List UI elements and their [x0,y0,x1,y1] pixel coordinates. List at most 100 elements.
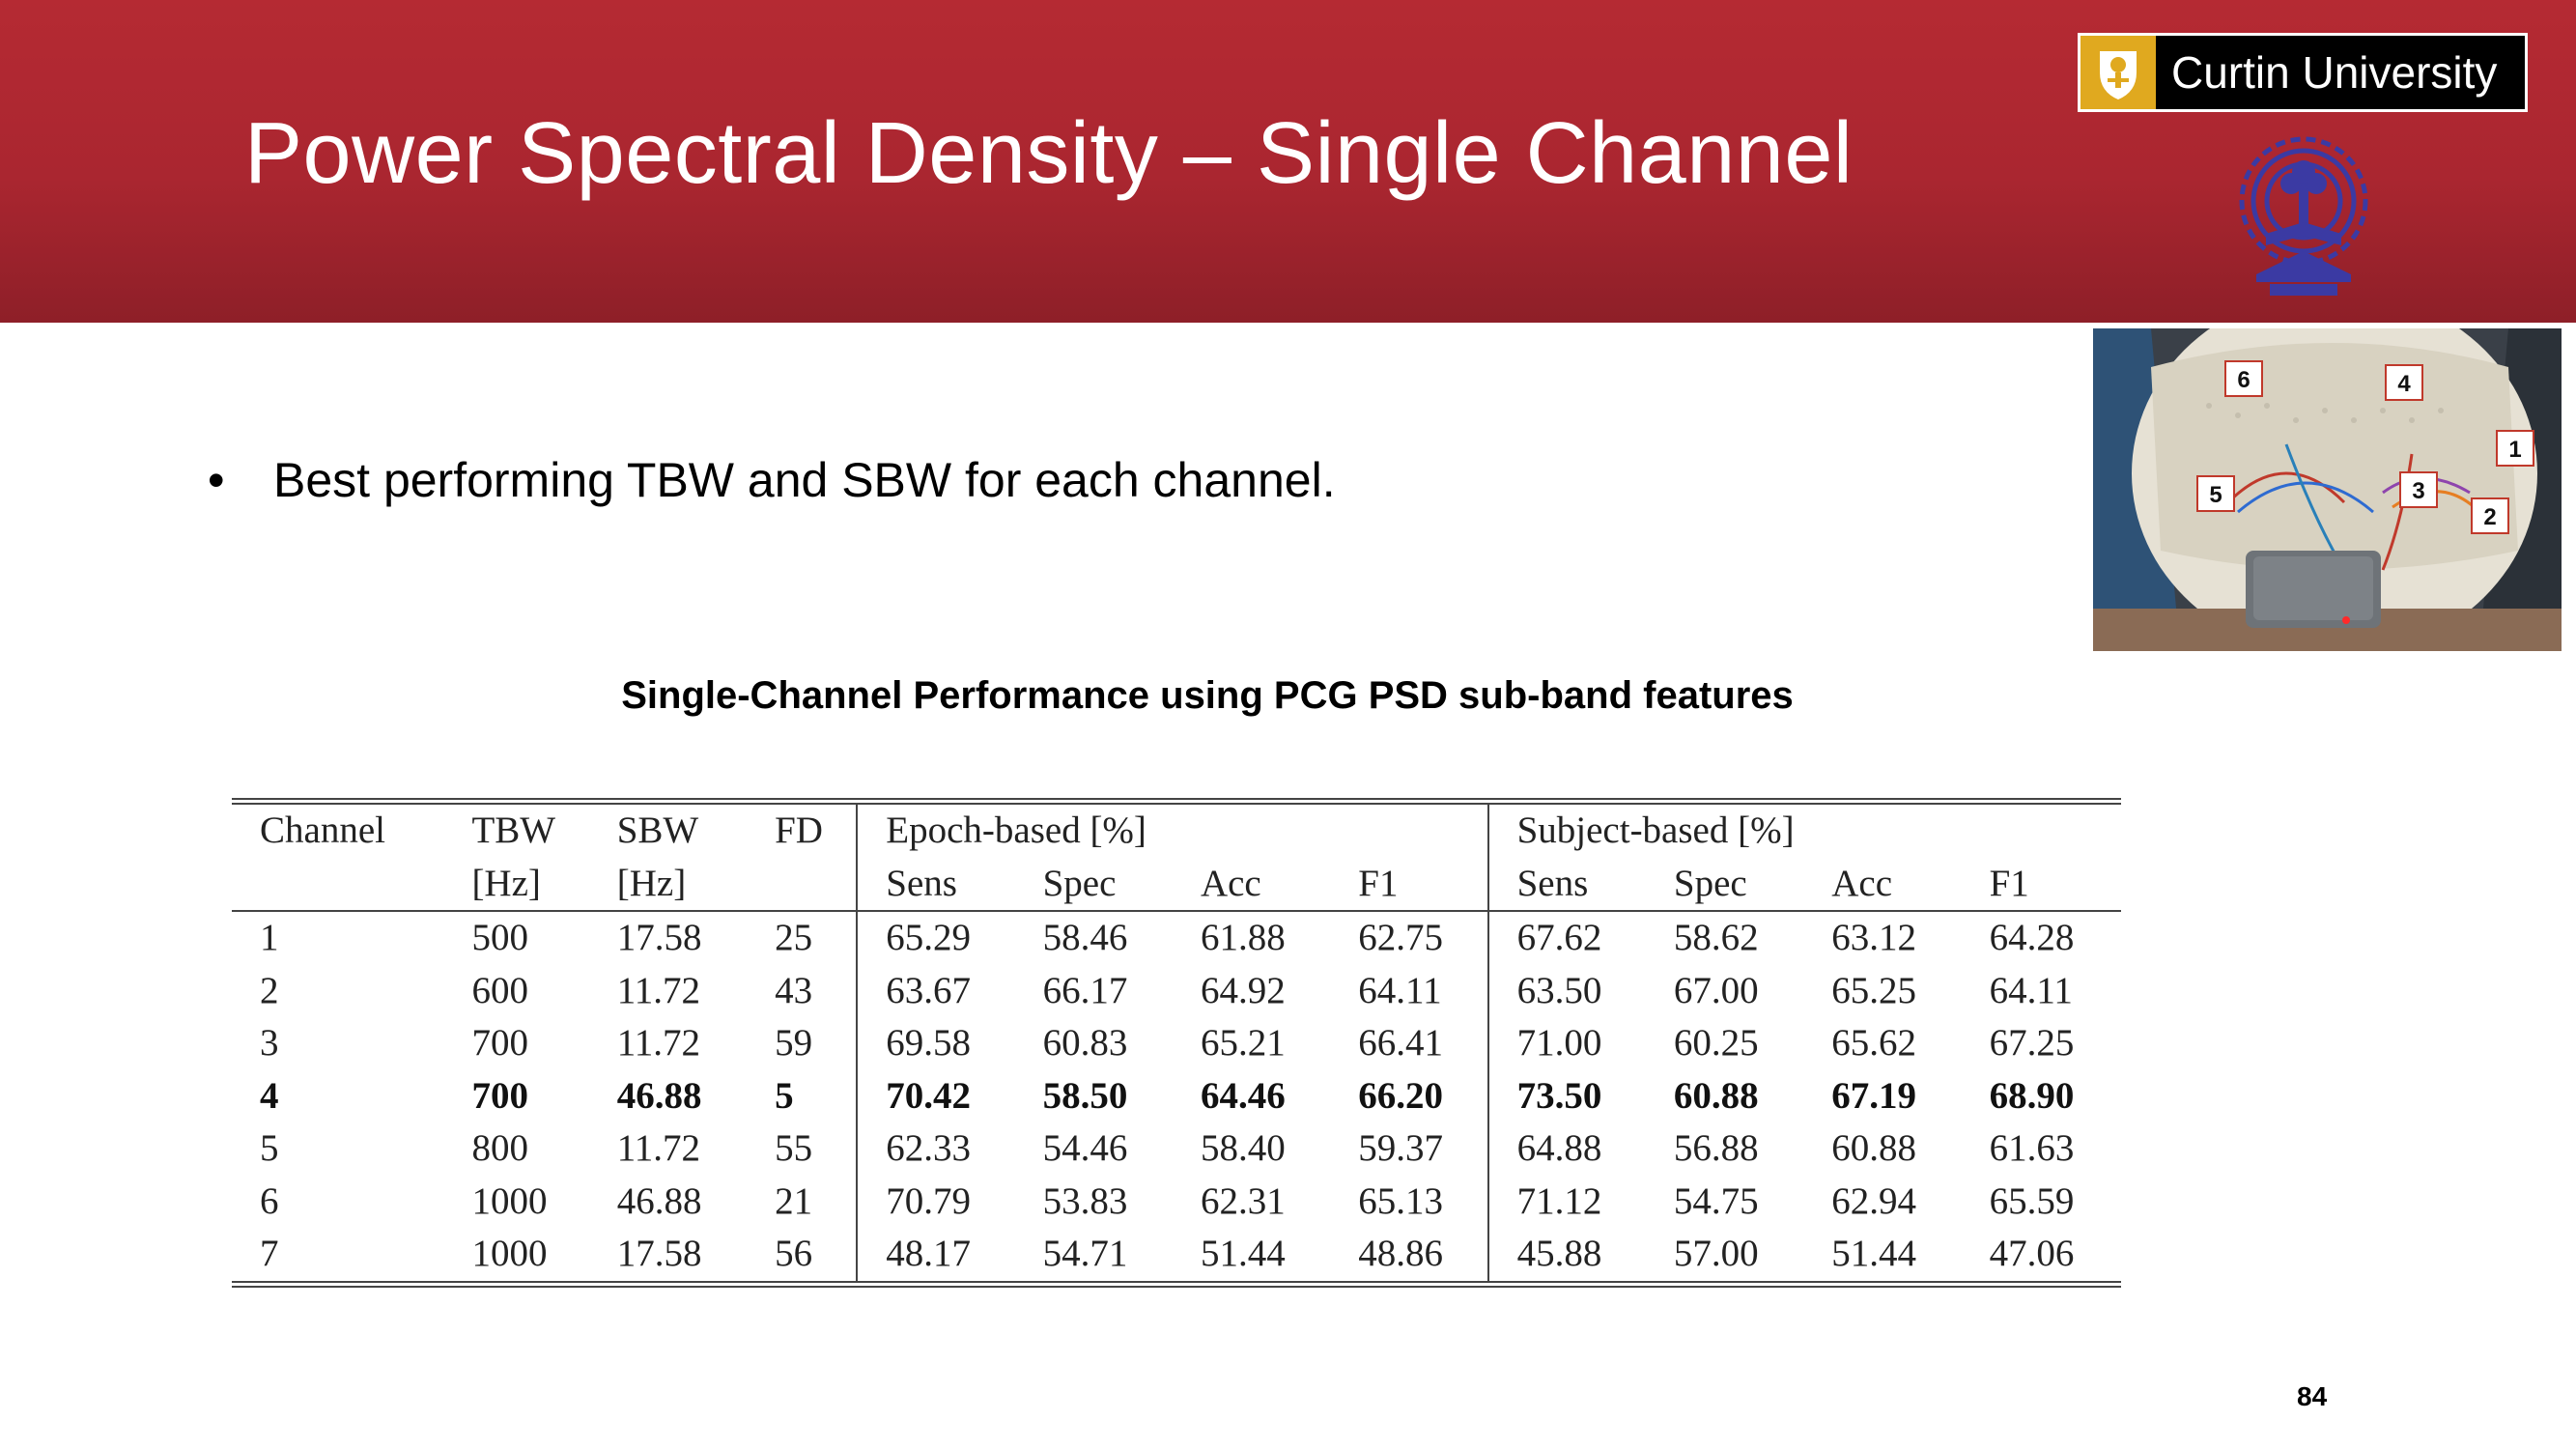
cell-epoch-acc: 65.21 [1200,1022,1286,1064]
cell-epoch-f1: 48.86 [1358,1233,1444,1274]
cell-fd: 55 [775,1127,813,1169]
cell-channel: 7 [260,1233,279,1274]
cell-subject-sens: 71.00 [1486,1017,1646,1070]
cell-subject-spec: 67.00 [1673,969,1759,1011]
cell-sbw: 46.88 [616,1074,702,1117]
cell-epoch-spec: 60.83 [1042,1022,1128,1064]
header-fd: FD [775,810,823,851]
cell-epoch-acc: 64.92 [1200,969,1286,1011]
sensor-label-3: 3 [2412,478,2424,504]
cell-epoch-spec: 58.46 [1042,917,1128,958]
bullet-dot-icon: • [208,453,225,507]
table-row: 4 700 46.88 5 70.42 58.50 64.46 66.20 73.50 60.88… [232,1069,2121,1122]
cell-subject-f1: 61.63 [1989,1127,2075,1169]
cell-tbw: 600 [471,969,528,1011]
cell-subject-sens: 67.62 [1486,911,1646,965]
header-blank [232,857,444,912]
cell-subject-f1: 65.59 [1989,1179,2075,1222]
cell-channel: 4 [260,1074,279,1117]
cell-epoch-acc: 51.44 [1200,1233,1286,1274]
curtin-crest-icon [2081,36,2156,109]
cell-subject-acc: 63.12 [1831,917,1916,958]
cell-subject-acc: 67.19 [1831,1074,1916,1117]
header-subject-acc: Acc [1803,857,1962,912]
cell-epoch-acc: 58.40 [1200,1127,1286,1169]
cell-subject-sens: 73.50 [1486,1069,1646,1122]
table-row: 1 500 17.58 25 65.29 58.46 61.88 62.75 67.62 58.6… [232,911,2121,965]
table-row: 2 600 11.72 43 63.67 66.17 64.92 64.11 63.50 67.0… [232,964,2121,1017]
slide-title: Power Spectral Density – Single Channel [244,105,1854,202]
table-header-row-2: [Hz] [Hz] Sens Spec Acc F1 Sens Spec Acc… [232,857,2121,912]
header-epoch-spec: Spec [1014,857,1173,912]
cell-subject-f1: 47.06 [1989,1233,2075,1274]
cell-sbw: 17.58 [616,917,702,958]
cell-sbw: 11.72 [616,1022,701,1064]
cell-subject-f1: 64.11 [1989,969,2073,1011]
cell-subject-spec: 54.75 [1673,1179,1759,1222]
cell-epoch-sens: 69.58 [856,1017,1015,1070]
header-epoch-acc: Acc [1172,857,1331,912]
bullet-point: • Best performing TBW and SBW for each ch… [208,452,1336,508]
header-subject-f1: F1 [1961,857,2121,912]
cell-epoch-spec: 58.50 [1042,1074,1128,1117]
cell-fd: 5 [775,1074,794,1117]
cell-fd: 56 [775,1233,813,1274]
cell-fd: 59 [775,1022,813,1064]
cell-channel: 2 [260,969,279,1011]
cell-fd: 25 [775,917,813,958]
cell-epoch-acc: 64.46 [1200,1074,1286,1117]
header-epoch-sens: Sens [856,857,1015,912]
cell-subject-spec: 60.88 [1673,1074,1759,1117]
header-epoch-based: Epoch-based [%] [856,801,1488,858]
cell-subject-spec: 56.88 [1673,1127,1759,1169]
title-banner: Power Spectral Density – Single Channel … [0,0,2576,323]
header-epoch-f1: F1 [1330,857,1488,912]
cell-fd: 43 [775,969,813,1011]
cell-channel: 6 [260,1179,279,1222]
cell-sbw: 46.88 [616,1179,702,1222]
table-row: 3 700 11.72 59 69.58 60.83 65.21 66.41 71.00 60.2… [232,1017,2121,1070]
cell-subject-spec: 57.00 [1673,1233,1759,1274]
sensor-placement-photo: 6 4 1 5 3 2 [2093,328,2562,651]
cell-epoch-spec: 53.83 [1042,1179,1128,1222]
header-subject-spec: Spec [1645,857,1804,912]
table-caption: Single-Channel Performance using PCG PSD… [621,674,1794,717]
cell-tbw: 700 [471,1022,528,1064]
cell-epoch-f1: 59.37 [1358,1127,1444,1169]
cell-epoch-sens: 48.17 [856,1228,1015,1284]
header-tbw: TBW [471,810,556,851]
curtin-university-logo: Curtin University [2078,33,2528,112]
bullet-text: Best performing TBW and SBW for each cha… [273,453,1336,507]
cell-epoch-sens: 63.67 [856,964,1015,1017]
header-sbw-unit: [Hz] [588,857,748,912]
sensor-label-5: 5 [2209,482,2222,508]
table-row: 7 1000 17.58 56 48.17 54.71 51.44 48.86 45.88 57.… [232,1228,2121,1284]
cell-epoch-f1: 64.11 [1358,969,1442,1011]
performance-table: Channel TBW SBW FD Epoch-based [%] Subje… [232,798,2121,1288]
header-subject-sens: Sens [1486,857,1646,912]
page-number: 84 [2297,1381,2328,1411]
cell-epoch-f1: 66.41 [1358,1022,1444,1064]
cell-subject-f1: 68.90 [1989,1074,2075,1117]
cell-sbw: 11.72 [616,969,701,1011]
cell-epoch-sens: 65.29 [856,911,1015,965]
sensor-label-6: 6 [2237,367,2250,393]
table-row: 6 1000 46.88 21 70.79 53.83 62.31 65.13 71.12 54.… [232,1175,2121,1228]
cell-subject-spec: 58.62 [1673,917,1759,958]
table-body: 1 500 17.58 25 65.29 58.46 61.88 62.75 67.62 58.6… [232,911,2121,1284]
cell-epoch-f1: 66.20 [1358,1074,1444,1117]
cell-channel: 5 [260,1127,279,1169]
cell-subject-acc: 62.94 [1831,1179,1916,1222]
table-row: 5 800 11.72 55 62.33 54.46 58.40 59.37 64.88 56.8… [232,1122,2121,1176]
header-tbw-unit: [Hz] [443,857,589,912]
sensor-label-4: 4 [2397,371,2411,397]
cell-sbw: 17.58 [616,1233,702,1274]
cell-epoch-spec: 54.46 [1042,1127,1128,1169]
cell-subject-acc: 51.44 [1831,1233,1916,1274]
curtin-name: Curtin University [2171,47,2498,98]
cell-tbw: 1000 [471,1179,548,1222]
cell-sbw: 11.72 [616,1127,701,1169]
performance-table-container: Channel TBW SBW FD Epoch-based [%] Subje… [232,798,2121,1288]
cell-tbw: 500 [471,917,528,958]
cell-channel: 3 [260,1022,279,1064]
